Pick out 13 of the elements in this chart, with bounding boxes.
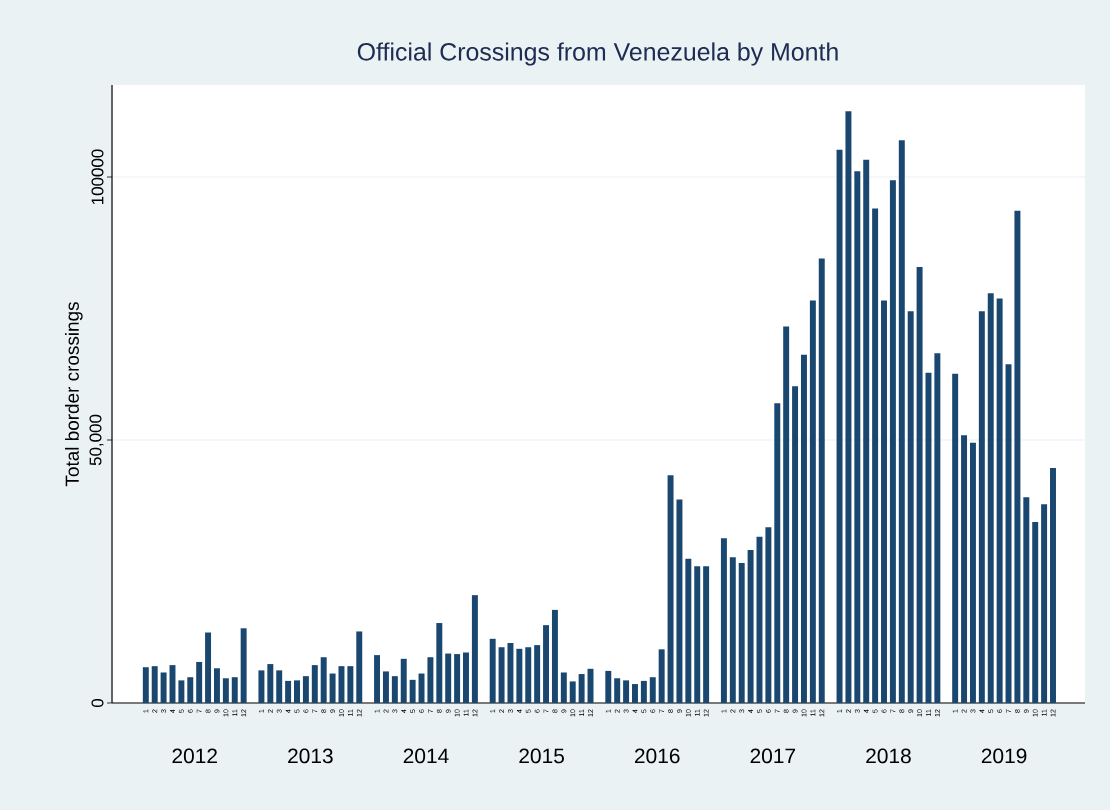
y-tick-label: 0 [91,698,104,708]
chart-title: Official Crossings from Venezuela by Month [357,42,838,66]
text: 2018 [866,748,911,764]
text: 2019 [981,748,1027,764]
text: 2015 [519,748,564,764]
text: 2013 [288,748,333,764]
text: 2014 [403,748,449,764]
y-axis-title: Total border crossings [65,302,83,487]
text: 2017 [750,748,796,764]
y-tick-label: 100000 [91,149,104,204]
y-tick-label: 50,000 [89,414,104,466]
text: 2012 [172,748,217,764]
text: 2016 [634,748,680,764]
